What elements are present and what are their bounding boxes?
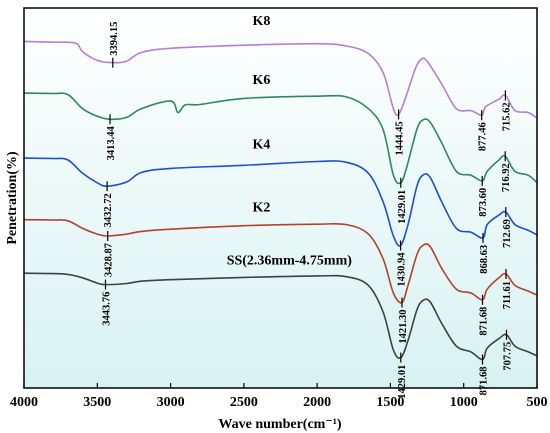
peak-label-17: 1429.01: [397, 365, 408, 399]
peak-label-4: 3413.44: [106, 126, 117, 161]
x-tick-label-2: 3000: [157, 395, 185, 410]
peak-label-2: 877.46: [478, 122, 489, 151]
x-tick-label-6: 1000: [450, 395, 478, 410]
peak-label-19: 707.75: [503, 342, 514, 371]
peak-label-3: 715.62: [501, 102, 512, 131]
series-line-1: [23, 92, 538, 185]
y-axis-title: Penetration(%): [5, 151, 20, 245]
peak-label-0: 3394.15: [109, 22, 120, 56]
x-tick-label-7: 500: [527, 395, 548, 410]
x-tick-label-5: 1500: [376, 395, 404, 410]
series-line-0: [23, 40, 538, 119]
peak-label-layer: 3394.15 1444.45 877.46 715.62 3413.44 1429.01…: [102, 22, 514, 399]
series-name-label-1: K6: [252, 73, 270, 88]
peak-label-7: 716.92: [501, 163, 512, 192]
peak-label-5: 1429.01: [397, 190, 408, 224]
peak-label-14: 871.68: [479, 307, 490, 336]
x-tick-label-0: 4000: [10, 395, 38, 410]
series-name-label-4: SS(2.36mm-4.75mm): [227, 254, 353, 269]
peak-label-6: 873.60: [478, 188, 489, 217]
peak-label-15: 711.61: [502, 281, 513, 309]
peak-label-12: 3428.87: [104, 243, 115, 277]
x-tick-label-1: 3500: [83, 395, 111, 410]
x-axis-ticks: 4000 3500 3000 2500 2000 1500 1000 500: [10, 383, 548, 410]
peak-label-9: 1430.94: [397, 252, 408, 287]
peak-label-16: 3443.76: [102, 292, 113, 326]
series-name-label-0: K8: [252, 14, 270, 29]
peak-label-13: 1421.30: [398, 310, 409, 344]
x-tick-label-4: 2000: [303, 395, 331, 410]
x-tick-label-3: 2500: [230, 395, 258, 410]
peak-label-8: 3432.72: [103, 193, 114, 227]
series-label-layer: K8 K6 K4 K2 SS(2.36mm-4.75mm): [227, 14, 353, 268]
peak-label-18: 871.68: [479, 367, 490, 396]
x-axis-title: Wave number(cm⁻¹): [218, 417, 342, 432]
plot-background: [24, 8, 537, 388]
peak-label-11: 712.69: [502, 219, 513, 248]
peak-label-10: 868.63: [479, 245, 490, 274]
series-name-label-2: K4: [252, 138, 270, 153]
plot-frame: [23, 7, 538, 389]
series-name-label-3: K2: [252, 200, 270, 215]
peak-label-1: 1444.45: [395, 121, 406, 155]
